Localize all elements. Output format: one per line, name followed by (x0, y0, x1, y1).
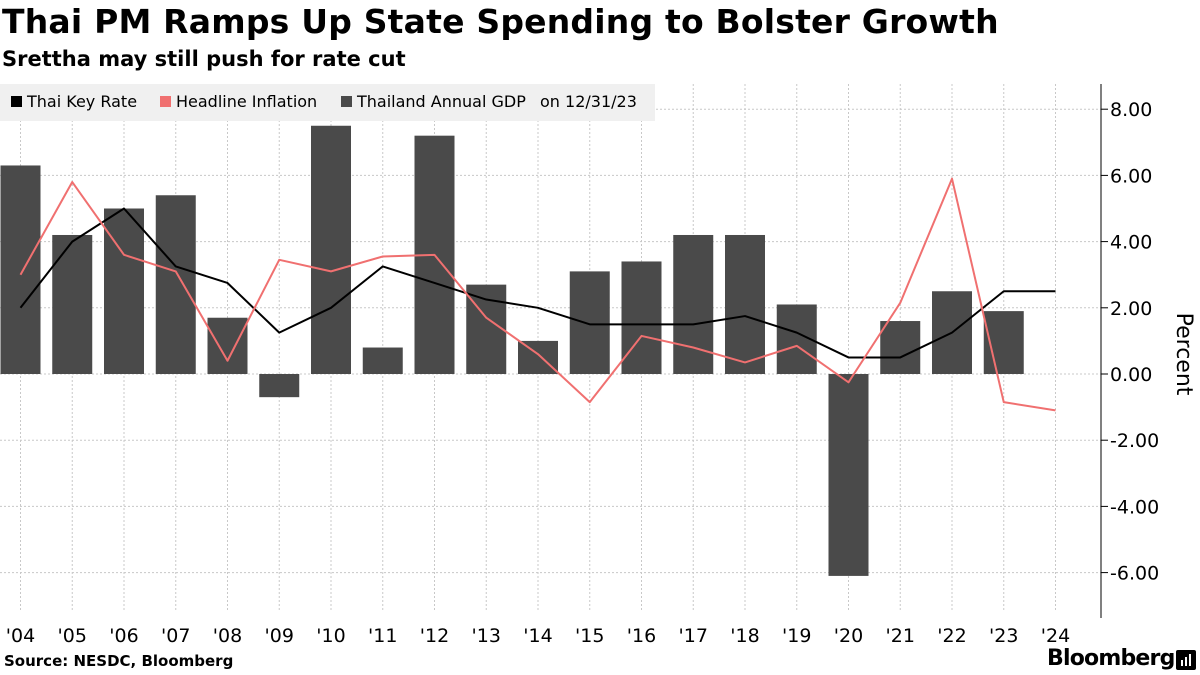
x-tick-label: '15 (575, 625, 604, 647)
x-tick-label: '24 (1041, 625, 1070, 647)
chart-subtitle: Srettha may still push for rate cut (2, 47, 406, 71)
legend-label-inflation: Headline Inflation (176, 92, 317, 111)
gdp-bar (104, 208, 144, 374)
x-tick-label: '21 (886, 625, 915, 647)
x-tick-label: '11 (368, 625, 397, 647)
legend-label-key-rate: Thai Key Rate (26, 92, 137, 111)
gdp-bars (0, 125, 1024, 576)
chart-title: Thai PM Ramps Up State Spending to Bolst… (2, 2, 999, 41)
gdp-bar (52, 234, 93, 374)
y-tick-label: -6.00 (1110, 563, 1159, 585)
legend: Thai Key Rate Headline Inflation Thailan… (11, 92, 637, 111)
gdp-bar (880, 321, 921, 374)
x-tick-label: '09 (265, 625, 294, 647)
x-tick-label: '19 (782, 625, 811, 647)
y-axis: 8.00 6.00 4.00 2.00 0.00 -2.00 -4.00 -6.00 (1100, 84, 1159, 618)
y-tick-label: -2.00 (1110, 430, 1159, 452)
y-tick-label: 6.00 (1110, 165, 1152, 187)
x-tick-label: '06 (109, 625, 138, 647)
y-tick-label: 2.00 (1110, 298, 1152, 320)
x-tick-label: '18 (730, 625, 759, 647)
legend-swatch-inflation (160, 96, 171, 107)
gdp-bar (311, 125, 351, 374)
y-tick-label: 8.00 (1110, 99, 1152, 121)
x-tick-label: '05 (58, 625, 87, 647)
x-tick-label: '12 (420, 625, 449, 647)
x-tick-label: '17 (679, 625, 708, 647)
gdp-bar (828, 374, 869, 576)
x-tick-label: '04 (6, 625, 35, 647)
legend-date-note: on 12/31/23 (540, 92, 637, 111)
brand-logo: Bloomberg (1047, 646, 1175, 671)
terminal-icon (1176, 650, 1196, 670)
x-tick-label: '22 (937, 625, 966, 647)
y-tick-label: 4.00 (1110, 232, 1152, 254)
gdp-bar (569, 271, 610, 374)
gdp-bar (362, 347, 403, 374)
gdp-bar (673, 234, 714, 374)
x-tick-label: '23 (989, 625, 1018, 647)
gdp-bar (207, 317, 248, 374)
gdp-bar (466, 284, 507, 374)
y-axis-title: Percent (1171, 313, 1196, 396)
gdp-bar (155, 195, 196, 374)
x-tick-label: '07 (161, 625, 190, 647)
gdp-bar (0, 165, 41, 374)
x-tick-label: '08 (213, 625, 242, 647)
gdp-bar (259, 374, 300, 398)
gdp-bar (725, 234, 765, 374)
x-tick-label: '16 (627, 625, 656, 647)
x-tick-label: '10 (316, 625, 345, 647)
gdp-bar (518, 340, 558, 374)
inflation-line (19, 177, 1056, 412)
line-series (19, 177, 1056, 412)
gdp-bar (621, 261, 662, 374)
legend-swatch-key-rate (11, 96, 22, 107)
y-tick-label: -4.00 (1110, 496, 1159, 518)
source-note: Source: NESDC, Bloomberg (4, 652, 234, 670)
x-tick-label: '20 (834, 625, 863, 647)
key-rate-line (19, 207, 1056, 359)
legend-swatch-gdp (341, 96, 352, 107)
x-tick-label: '14 (523, 625, 552, 647)
x-tick-label: '13 (472, 625, 501, 647)
y-tick-label: 0.00 (1110, 364, 1152, 386)
x-axis-labels: '04 '05 '06 '07 '08 '09 '10 '11 '12 '13 '14 '15 '16 '… (6, 625, 1070, 647)
legend-box (0, 84, 655, 121)
legend-label-gdp: Thailand Annual GDP (356, 92, 526, 111)
